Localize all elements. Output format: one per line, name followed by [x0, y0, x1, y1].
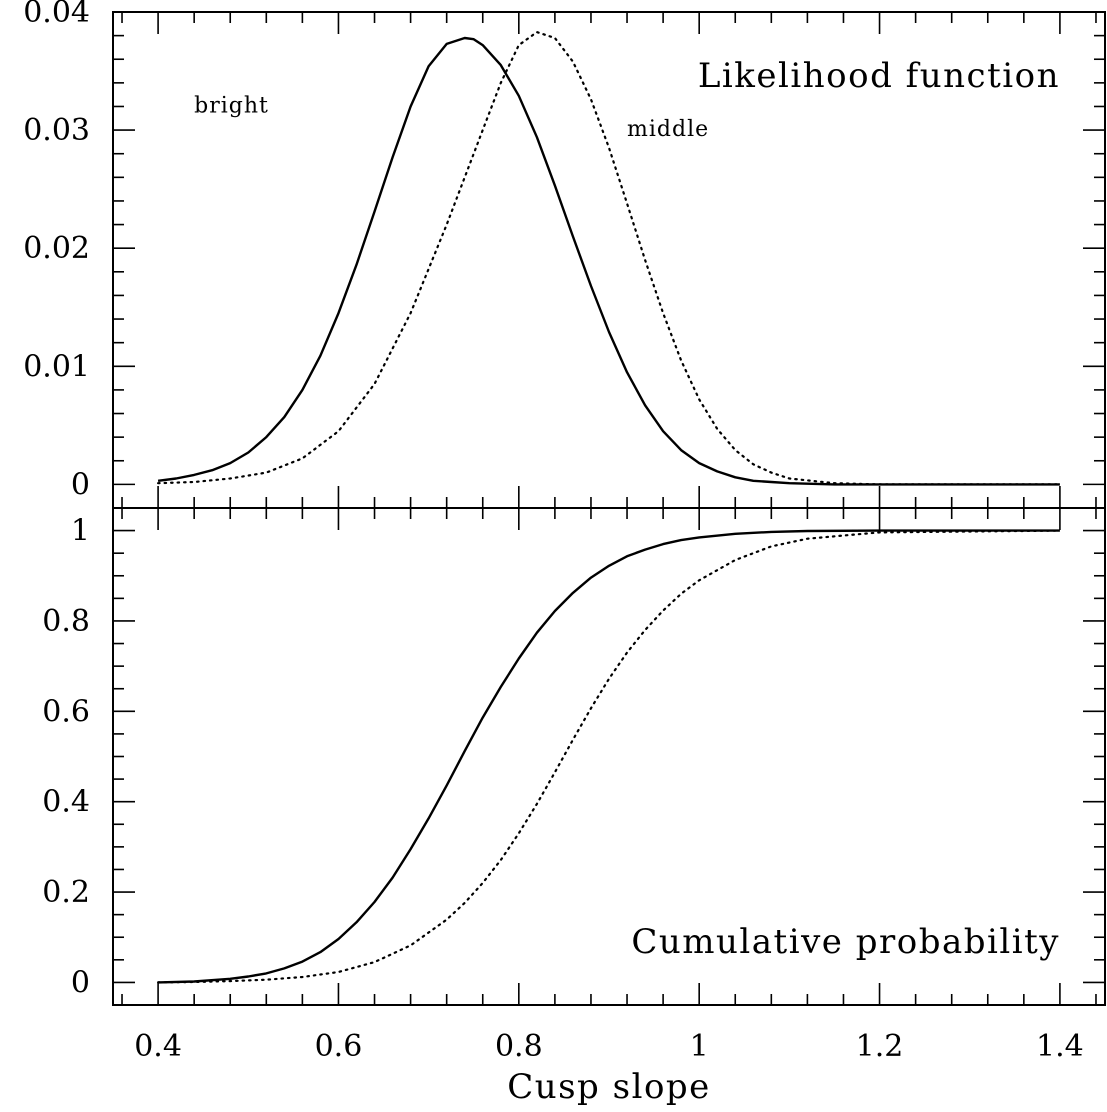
- series-label-bright: bright: [194, 93, 269, 118]
- cumulative-curve-solid: [158, 529, 1060, 984]
- cumulative-curves: [157, 529, 1062, 984]
- y-tick-label: 0.02: [23, 231, 90, 266]
- cumulative-panel: 0 0.2 0.4 0.6 0.8 1 0.4 0.6 0.8 1 1.2 1.4 Cumulati…: [42, 507, 1106, 1107]
- y-tick-label: 1: [71, 514, 90, 549]
- x-tick-label: 1: [690, 1029, 709, 1064]
- x-tick-label: 0.8: [495, 1029, 543, 1064]
- x-tick-label: 0.4: [134, 1029, 182, 1064]
- likelihood-y-tick-labels: 0 0.01 0.02 0.03 0.04: [23, 0, 90, 502]
- x-tick-labels: 0.4 0.6 0.8 1 1.2 1.4: [134, 1029, 1084, 1064]
- y-tick-label: 0.2: [42, 875, 90, 910]
- x-axis-title: Cusp slope: [507, 1067, 711, 1107]
- likelihood-curve-solid: [157, 36, 1060, 486]
- x-tick-label: 0.6: [315, 1029, 363, 1064]
- series-label-middle: middle: [627, 117, 709, 142]
- likelihood-panel-ticks: [113, 11, 1105, 509]
- cumulative-panel-ticks: [113, 507, 1105, 1006]
- likelihood-curves: [157, 30, 1062, 486]
- likelihood-panel-label: Likelihood function: [698, 56, 1060, 96]
- cumulative-y-tick-labels: 0 0.2 0.4 0.6 0.8 1: [42, 514, 90, 1001]
- y-tick-label: 0.8: [42, 604, 90, 639]
- y-tick-label: 0.04: [23, 0, 90, 30]
- y-tick-label: 0.4: [42, 785, 90, 820]
- y-tick-label: 0.01: [23, 349, 90, 384]
- y-tick-label: 0: [71, 965, 90, 1000]
- x-tick-label: 1.4: [1036, 1029, 1084, 1064]
- y-tick-label: 0: [71, 467, 90, 502]
- x-tick-label: 1.2: [856, 1029, 904, 1064]
- y-tick-label: 0.03: [23, 113, 90, 148]
- cumulative-curve-dotted: [157, 529, 1062, 984]
- likelihood-panel: 0 0.01 0.02 0.03 0.04 Likelihood function br…: [23, 0, 1106, 509]
- likelihood-curve-dotted: [157, 30, 1062, 486]
- y-tick-label: 0.6: [42, 694, 90, 729]
- cumulative-panel-label: Cumulative probability: [631, 922, 1060, 962]
